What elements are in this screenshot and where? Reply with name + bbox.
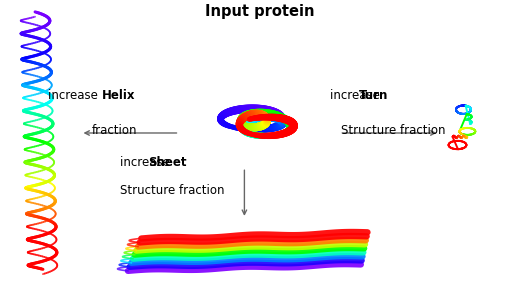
Text: Structure fraction: Structure fraction — [120, 184, 224, 197]
Text: Structure fraction: Structure fraction — [341, 124, 445, 137]
Text: increase: increase — [330, 89, 384, 102]
Text: increase: increase — [120, 156, 173, 169]
Text: Turn: Turn — [359, 89, 388, 102]
Text: Helix: Helix — [102, 89, 135, 102]
Text: Input protein: Input protein — [205, 4, 315, 19]
Text: increase: increase — [48, 89, 101, 102]
Text: Sheet: Sheet — [148, 156, 187, 169]
Text: fraction: fraction — [92, 124, 137, 137]
